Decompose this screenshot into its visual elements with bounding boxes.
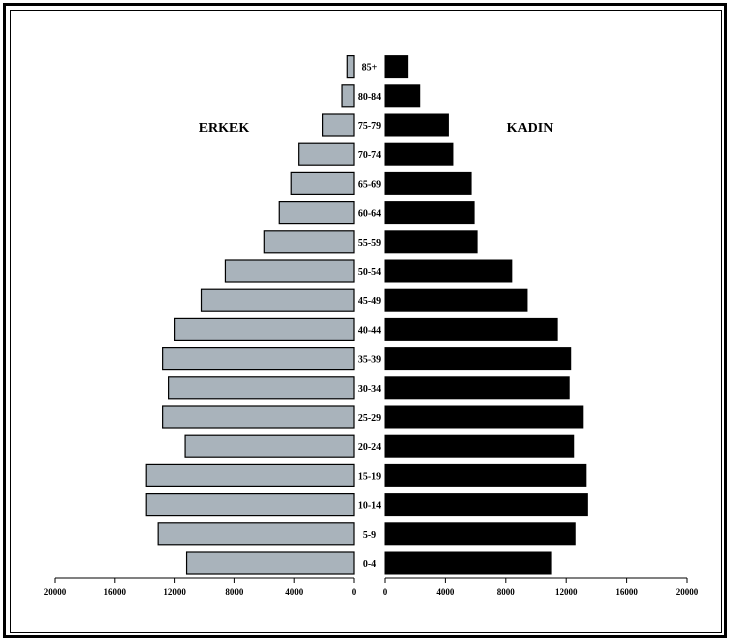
kadin-bar — [384, 288, 528, 312]
kadin-bar — [384, 376, 570, 400]
erkek-bars — [145, 54, 355, 575]
age-group-labels: 0-4 5-9 10-14 15-19 20-24 25-29 30-34 35-39 40-4… — [358, 63, 381, 570]
kadin-bars — [384, 55, 588, 575]
kadin-bar — [384, 493, 588, 517]
kadin-bar — [384, 201, 475, 225]
right-axis-tick-label: 0 — [383, 587, 388, 597]
age-group-label: 30-34 — [358, 384, 381, 395]
age-group-label: 75-79 — [358, 121, 381, 132]
erkek-bar — [145, 493, 355, 517]
outer-frame — [3, 3, 727, 638]
age-group-label: 5-9 — [363, 530, 376, 541]
left-axis-tick-label: 16000 — [104, 587, 127, 597]
inner-frame — [10, 10, 722, 633]
erkek-bar — [162, 405, 355, 429]
erkek-bar — [341, 84, 355, 108]
left-axis-tick-label: 8000 — [225, 587, 244, 597]
left-axis-tick-label: 12000 — [163, 587, 186, 597]
kadin-bar — [384, 142, 454, 166]
age-group-label: 40-44 — [358, 325, 381, 336]
age-group-label: 65-69 — [358, 179, 381, 190]
age-group-label: 15-19 — [358, 471, 381, 482]
kadin-bar — [384, 463, 587, 487]
kadin-bar — [384, 84, 421, 108]
erkek-bar — [184, 434, 355, 458]
erkek-bar — [263, 230, 355, 254]
erkek-bar — [290, 171, 355, 195]
age-group-label: 10-14 — [358, 501, 381, 512]
age-group-label: 70-74 — [358, 150, 381, 161]
right-axis-tick-label: 20000 — [676, 587, 699, 597]
erkek-bar — [162, 347, 355, 371]
kadin-bar — [384, 522, 576, 546]
age-group-label: 55-59 — [358, 238, 381, 249]
right-axis-tick-label: 16000 — [615, 587, 638, 597]
kadin-bar — [384, 551, 552, 575]
kadin-bar — [384, 230, 478, 254]
kadin-bar — [384, 113, 449, 137]
erkek-bar — [157, 522, 355, 546]
right-axis-tick-label: 12000 — [555, 587, 578, 597]
age-group-label: 80-84 — [358, 92, 381, 103]
age-group-label: 45-49 — [358, 296, 381, 307]
erkek-bar — [145, 463, 355, 487]
erkek-bar — [298, 142, 355, 166]
kadin-bar — [384, 434, 575, 458]
kadin-bar — [384, 259, 513, 283]
age-group-label: 60-64 — [358, 209, 381, 220]
left-axis-tick-label: 20000 — [44, 587, 67, 597]
right-axis-tick-label: 4000 — [436, 587, 455, 597]
kadin-label: KADIN — [507, 121, 554, 136]
erkek-bar — [346, 54, 355, 79]
age-group-label: 85+ — [362, 63, 378, 74]
age-group-label: 35-39 — [358, 355, 381, 366]
right-axis-tick-label: 8000 — [497, 587, 516, 597]
kadin-bar — [384, 171, 472, 195]
erkek-bar — [174, 317, 355, 341]
erkek-bar — [322, 113, 355, 137]
left-axis-tick-label: 0 — [352, 587, 357, 597]
left-axis-tick-label: 4000 — [285, 587, 304, 597]
age-group-label: 0-4 — [363, 559, 376, 570]
age-group-label: 50-54 — [358, 267, 381, 278]
kadin-bar — [384, 405, 584, 429]
erkek-bar — [168, 376, 355, 400]
kadin-bar — [384, 347, 572, 371]
erkek-bar — [224, 259, 355, 283]
kadin-bar — [384, 55, 409, 79]
erkek-bar — [200, 288, 355, 312]
erkek-bar — [278, 201, 355, 225]
kadin-bar — [384, 317, 558, 341]
x-axes: 20000 16000 12000 8000 4000 0 0 4000 8000 12000 16… — [44, 577, 699, 597]
erkek-bar — [185, 551, 355, 575]
age-group-label: 20-24 — [358, 442, 381, 453]
erkek-label: ERKEK — [199, 121, 250, 136]
age-group-label: 25-29 — [358, 413, 381, 424]
